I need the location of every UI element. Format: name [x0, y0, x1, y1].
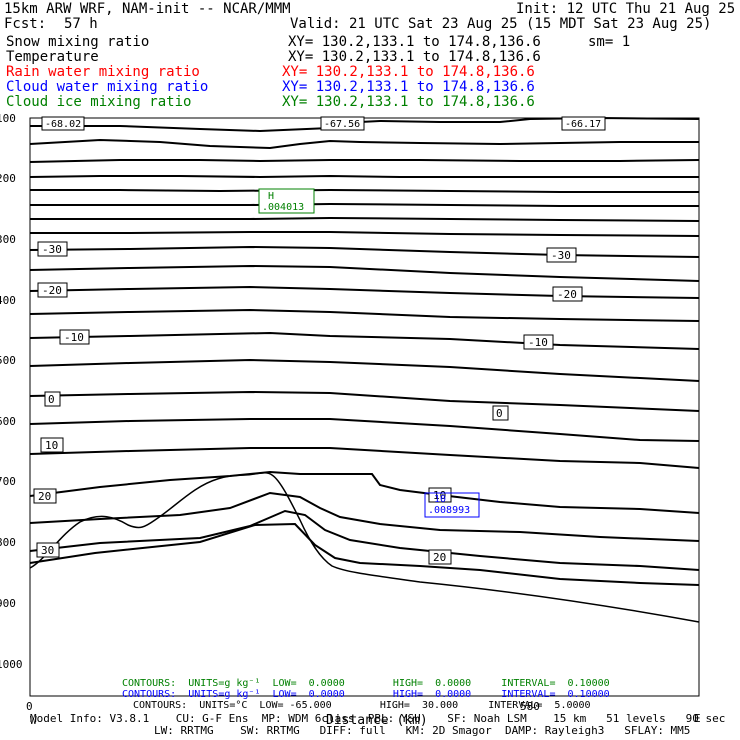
temp-label: 10 [45, 439, 58, 452]
ice-high-box [258, 188, 315, 214]
isotherm-line [29, 331, 700, 350]
contours-water-info: CONTOURS: UNITS=g kg⁻¹ LOW= 0.0000 HIGH=… [122, 689, 610, 700]
ice-high-value: .004013 [262, 202, 304, 213]
y-tick-100: 100 [0, 112, 16, 125]
isotherm-line [29, 418, 700, 442]
field-temp-xy: XY= 130.2,133.1 to 174.8,136.6 [288, 49, 541, 65]
y-tick-600: 600 [0, 415, 16, 428]
isotherm-line [29, 174, 699, 179]
temp-label: -30 [551, 249, 571, 262]
x-axis-start: 0 [26, 700, 33, 713]
y-tick-900: 900 [0, 597, 16, 610]
temp-label: -10 [528, 336, 548, 349]
contours-temp-info: CONTOURS: UNITS=°C LOW= -65.000 HIGH= 30… [133, 700, 591, 711]
isotherm-line [29, 358, 700, 382]
isotherm-line [29, 509, 700, 571]
field-rain-name: Rain water mixing ratio [6, 64, 200, 80]
init-time: Init: 12 UTC Thu 21 Aug 25 [516, 1, 736, 17]
field-rain-xy: XY= 130.2,133.1 to 174.8,136.6 [282, 64, 535, 80]
y-tick-800: 800 [0, 536, 16, 549]
x-axis-label: Distance (km) [326, 713, 428, 728]
top-label-center: -67.56 [324, 119, 360, 130]
temp-label: -30 [42, 243, 62, 256]
temp-label: 30 [41, 544, 54, 557]
isotherm-line [30, 231, 700, 237]
isotherm-line [29, 245, 700, 258]
top-label-right: -66.17 [565, 119, 601, 130]
y-tick-400: 400 [0, 294, 16, 307]
x-axis-partial-tick: 580 [520, 700, 540, 713]
isotherm-line [29, 159, 700, 163]
water-high-value: .008993 [428, 505, 470, 516]
field-ice-xy: XY= 130.2,133.1 to 174.8,136.6 [282, 94, 535, 110]
temp-label: -20 [557, 288, 577, 301]
y-tick-500: 500 [0, 354, 16, 367]
isotherm-line [30, 188, 699, 193]
isotherm-line [29, 285, 700, 299]
y-tick-700: 700 [0, 475, 16, 488]
valid-time: Valid: 21 UTC Sat 23 Aug 25 (15 MDT Sat … [290, 16, 712, 32]
temp-label: 0 [48, 393, 55, 406]
fcst-value: 57 h [64, 16, 98, 32]
temp-label: 10 [433, 489, 446, 502]
field-ice-name: Cloud ice mixing ratio [6, 94, 192, 110]
terrain-outline [29, 472, 700, 623]
y-axis-ticks: 100 200 300 400 500 600 700 800 900 1000 [0, 112, 23, 671]
y-tick-200: 200 [0, 172, 16, 185]
west-marker: W [30, 714, 37, 727]
field-water-name: Cloud water mixing ratio [6, 79, 209, 95]
field-snow-smoothing: sm= 1 [588, 34, 631, 50]
temp-label: -10 [64, 331, 84, 344]
isotherm-line [29, 491, 700, 542]
field-temp-name: Temperature [6, 49, 99, 65]
field-snow-name: Snow mixing ratio [6, 34, 150, 50]
y-tick-300: 300 [0, 233, 16, 246]
temp-label: -20 [42, 284, 62, 297]
contours-ice-info: CONTOURS: UNITS=g kg⁻¹ LOW= 0.0000 HIGH=… [122, 678, 610, 689]
temp-label: 20 [433, 551, 446, 564]
field-water-xy: XY= 130.2,133.1 to 174.8,136.6 [282, 79, 535, 95]
fcst-label: Fcst: [4, 16, 47, 32]
isotherm-line [29, 308, 700, 322]
temp-label: 0 [496, 407, 503, 420]
temp-label: 20 [38, 490, 51, 503]
y-tick-1000: 1000 [0, 658, 23, 671]
isotherm-line [29, 264, 700, 282]
isotherm-line [30, 216, 700, 222]
isotherm-line [30, 202, 699, 207]
physics-info: LW: RRTMG SW: RRTMG DIFF: full KM: 2D Sm… [154, 724, 691, 737]
isotherm-line [29, 522, 700, 586]
temperature-contours [29, 116, 700, 586]
water-high-label: 10 [434, 494, 446, 505]
model-title: 15km ARW WRF, NAM-init -- NCAR/MMM [4, 1, 291, 17]
isotherm-line [29, 138, 699, 150]
isotherm-line [29, 390, 700, 412]
model-info: Model Info: V3.8.1 CU: G-F Ens MP: WDM 6… [30, 712, 726, 725]
ice-high-label: H [268, 191, 274, 202]
isotherm-line [29, 447, 700, 469]
x-axis-end-marker: E [694, 712, 701, 725]
water-high-box [424, 492, 480, 518]
top-label-left: -68.02 [45, 119, 81, 130]
isotherm-line [29, 470, 700, 514]
field-snow-xy: XY= 130.2,133.1 to 174.8,136.6 [288, 34, 541, 50]
